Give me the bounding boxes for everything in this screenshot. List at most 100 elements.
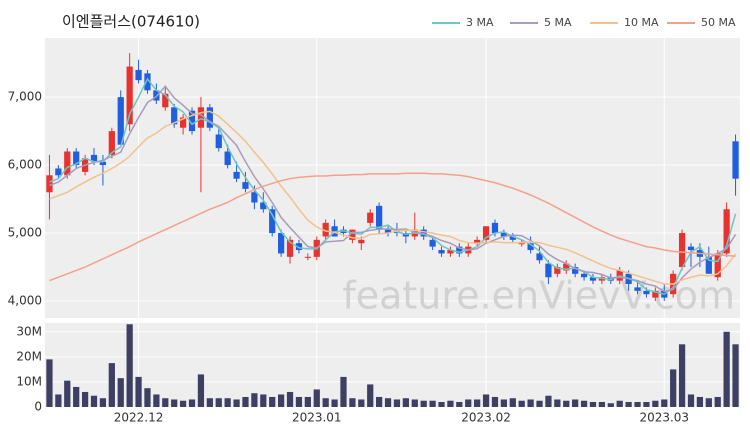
- candle-body: [349, 229, 356, 240]
- candle-body: [580, 273, 588, 278]
- candle-body: [171, 107, 178, 125]
- volume-bar: [135, 376, 142, 407]
- volume-bar: [465, 399, 472, 407]
- candle-body: [500, 233, 507, 237]
- candle-body: [251, 192, 258, 203]
- volume-bar: [340, 376, 347, 407]
- volume-bar: [46, 359, 53, 407]
- y-tick-label: 0: [34, 400, 42, 414]
- volume-bar: [554, 399, 561, 407]
- volume-bar: [99, 398, 107, 407]
- volume-bar: [652, 400, 659, 407]
- volume-bar: [126, 324, 133, 407]
- x-tick-label: 2022.12: [114, 411, 164, 425]
- candle-body: [55, 168, 62, 176]
- candle-body: [367, 212, 374, 223]
- candle-body: [376, 205, 383, 230]
- candle-body: [286, 239, 294, 257]
- volume-bar: [322, 398, 329, 407]
- candle-body: [572, 267, 579, 274]
- volume-bar: [705, 398, 712, 407]
- volume-bar: [661, 399, 668, 407]
- candle-body: [527, 243, 534, 251]
- volume-bar: [224, 398, 231, 407]
- candle-body: [278, 233, 285, 254]
- candle-body: [545, 263, 552, 278]
- y-tick-label: 6,000: [8, 158, 42, 172]
- volume-bar: [500, 399, 507, 407]
- volume-bar: [474, 399, 481, 407]
- volume-bar: [634, 401, 641, 407]
- volume-bar: [206, 398, 213, 407]
- candle-body: [634, 287, 641, 291]
- candle-body: [90, 154, 98, 162]
- legend-label: 10 MA: [624, 16, 659, 29]
- candle-body: [73, 151, 80, 166]
- volume-bar: [678, 344, 686, 407]
- candle-body: [206, 107, 213, 128]
- volume-bar: [188, 399, 196, 407]
- candle-body: [509, 236, 516, 240]
- volume-bar: [670, 369, 677, 407]
- volume-bar: [714, 396, 721, 407]
- legend-label: 3 MA: [466, 16, 494, 29]
- volume-bar: [580, 400, 588, 407]
- candle-body: [242, 182, 249, 189]
- volume-bar: [393, 399, 401, 407]
- candle-body: [652, 290, 659, 298]
- ma-line: [49, 85, 737, 293]
- volume-bar: [438, 401, 445, 407]
- candle-body: [491, 222, 499, 234]
- candle-body: [260, 202, 267, 210]
- y-tick-label: 20M: [16, 349, 42, 363]
- y-tick-label: 5,000: [8, 226, 42, 240]
- volume-bar: [732, 344, 739, 407]
- volume-bar: [304, 396, 311, 407]
- y-tick-label: 7,000: [8, 90, 42, 104]
- volume-bar: [171, 399, 178, 407]
- candle-body: [447, 250, 454, 254]
- candle-body: [197, 107, 205, 128]
- volume-bar: [598, 401, 606, 407]
- volume-bar: [625, 401, 632, 407]
- candle-body: [179, 117, 187, 128]
- volume-bar: [456, 401, 463, 407]
- candle-body: [732, 141, 739, 179]
- candle-body: [474, 239, 481, 244]
- y-tick-label: 30M: [16, 324, 42, 338]
- candle-body: [554, 267, 561, 274]
- volume-bar: [162, 398, 169, 407]
- candle-body: [714, 253, 721, 278]
- volume-bar: [90, 395, 98, 407]
- candle-body: [678, 233, 686, 268]
- volume-bar: [73, 386, 80, 407]
- candle-body: [108, 131, 115, 155]
- volume-bar: [117, 378, 124, 407]
- legend-label: 50 MA: [701, 16, 736, 29]
- volume-bar: [509, 398, 516, 407]
- x-tick-label: 2023.02: [461, 411, 511, 425]
- candle-body: [99, 161, 107, 166]
- volume-bar: [696, 396, 704, 407]
- volume-bar: [64, 380, 71, 407]
- volume-bar: [260, 394, 267, 407]
- volume-bar: [545, 395, 552, 407]
- candle-body: [723, 209, 730, 254]
- volume-bar: [153, 394, 160, 407]
- volume-bar: [55, 394, 62, 407]
- candle-body: [117, 97, 124, 145]
- y-tick-label: 10M: [16, 374, 42, 388]
- volume-bar: [420, 400, 427, 407]
- volume-bar: [233, 399, 240, 407]
- volume-bar: [197, 374, 205, 407]
- candle-body: [705, 256, 712, 274]
- candle-body: [224, 151, 231, 166]
- candle-body: [64, 151, 71, 176]
- volume-bar: [589, 401, 597, 407]
- volume-bar: [331, 399, 338, 407]
- candle-body: [518, 243, 525, 245]
- candle-body: [589, 277, 597, 281]
- candle-body: [295, 243, 303, 251]
- candle-body: [144, 73, 151, 91]
